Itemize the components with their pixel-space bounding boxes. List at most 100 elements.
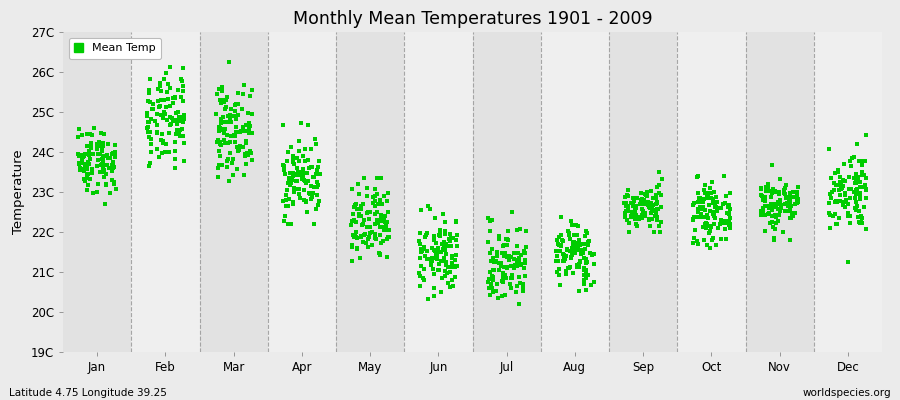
Mean Temp bbox=[516, 288, 530, 294]
Mean Temp bbox=[691, 190, 706, 196]
Mean Temp bbox=[417, 277, 431, 283]
Mean Temp bbox=[854, 214, 868, 221]
Mean Temp bbox=[693, 210, 707, 217]
Mean Temp bbox=[236, 144, 250, 151]
Mean Temp bbox=[76, 154, 91, 160]
Mean Temp bbox=[346, 234, 361, 240]
Mean Temp bbox=[104, 151, 119, 158]
Mean Temp bbox=[580, 259, 595, 265]
Mean Temp bbox=[768, 188, 782, 194]
Mean Temp bbox=[163, 121, 177, 128]
Mean Temp bbox=[292, 158, 306, 164]
Mean Temp bbox=[571, 246, 585, 253]
Mean Temp bbox=[449, 218, 464, 224]
Mean Temp bbox=[420, 203, 435, 209]
Mean Temp bbox=[642, 217, 656, 223]
Mean Temp bbox=[642, 204, 656, 210]
Mean Temp bbox=[643, 216, 657, 222]
Mean Temp bbox=[767, 237, 781, 243]
Mean Temp bbox=[170, 108, 184, 115]
Mean Temp bbox=[761, 188, 776, 194]
Mean Temp bbox=[366, 194, 381, 200]
Mean Temp bbox=[80, 166, 94, 173]
Mean Temp bbox=[437, 245, 452, 252]
Mean Temp bbox=[173, 126, 187, 133]
Mean Temp bbox=[773, 197, 788, 203]
Mean Temp bbox=[96, 169, 111, 175]
Mean Temp bbox=[160, 89, 175, 96]
Mean Temp bbox=[382, 234, 396, 240]
Mean Temp bbox=[163, 114, 177, 120]
Mean Temp bbox=[221, 113, 236, 120]
Mean Temp bbox=[437, 238, 452, 245]
Mean Temp bbox=[500, 227, 515, 234]
Mean Temp bbox=[231, 90, 246, 96]
Mean Temp bbox=[859, 195, 873, 202]
Mean Temp bbox=[377, 217, 392, 223]
Mean Temp bbox=[106, 162, 121, 169]
Mean Temp bbox=[497, 242, 511, 248]
Mean Temp bbox=[142, 163, 157, 169]
Mean Temp bbox=[504, 253, 518, 260]
Mean Temp bbox=[107, 180, 122, 187]
Title: Monthly Mean Temperatures 1901 - 2009: Monthly Mean Temperatures 1901 - 2009 bbox=[292, 10, 652, 28]
Mean Temp bbox=[419, 248, 434, 254]
Mean Temp bbox=[620, 204, 634, 210]
Mean Temp bbox=[824, 188, 839, 195]
Mean Temp bbox=[754, 185, 769, 192]
Mean Temp bbox=[368, 221, 382, 227]
Mean Temp bbox=[370, 219, 384, 226]
Mean Temp bbox=[754, 208, 769, 214]
Mean Temp bbox=[482, 268, 497, 275]
Mean Temp bbox=[240, 152, 255, 158]
Bar bbox=[472, 32, 541, 352]
Mean Temp bbox=[347, 217, 362, 223]
Mean Temp bbox=[829, 220, 843, 227]
Mean Temp bbox=[151, 86, 166, 92]
Mean Temp bbox=[299, 178, 313, 185]
Mean Temp bbox=[238, 140, 253, 146]
Mean Temp bbox=[379, 223, 393, 230]
Mean Temp bbox=[505, 275, 519, 281]
Mean Temp bbox=[109, 186, 123, 192]
Mean Temp bbox=[760, 181, 775, 187]
Mean Temp bbox=[847, 188, 861, 195]
Mean Temp bbox=[761, 210, 776, 216]
Mean Temp bbox=[297, 187, 311, 193]
Mean Temp bbox=[837, 161, 851, 168]
Mean Temp bbox=[498, 272, 512, 278]
Mean Temp bbox=[364, 209, 378, 215]
Mean Temp bbox=[377, 226, 392, 233]
Mean Temp bbox=[428, 246, 442, 253]
Mean Temp bbox=[176, 64, 190, 71]
Mean Temp bbox=[621, 187, 635, 193]
Mean Temp bbox=[71, 134, 86, 140]
Mean Temp bbox=[84, 155, 98, 162]
Mean Temp bbox=[642, 204, 656, 210]
Mean Temp bbox=[490, 253, 504, 259]
Mean Temp bbox=[310, 182, 325, 188]
Mean Temp bbox=[75, 132, 89, 138]
Mean Temp bbox=[444, 234, 458, 241]
Mean Temp bbox=[95, 165, 110, 171]
Mean Temp bbox=[765, 219, 779, 226]
Mean Temp bbox=[501, 257, 516, 264]
Mean Temp bbox=[582, 249, 597, 256]
Mean Temp bbox=[289, 172, 303, 178]
Mean Temp bbox=[213, 153, 228, 159]
Mean Temp bbox=[167, 139, 182, 145]
Mean Temp bbox=[552, 234, 566, 240]
Mean Temp bbox=[349, 229, 364, 235]
Mean Temp bbox=[562, 230, 577, 236]
Mean Temp bbox=[86, 190, 100, 196]
Mean Temp bbox=[643, 216, 657, 222]
Mean Temp bbox=[356, 239, 371, 245]
Mean Temp bbox=[835, 184, 850, 190]
Mean Temp bbox=[374, 218, 388, 224]
Mean Temp bbox=[550, 253, 564, 260]
Mean Temp bbox=[759, 184, 773, 190]
Mean Temp bbox=[690, 209, 705, 215]
Mean Temp bbox=[414, 246, 428, 252]
Mean Temp bbox=[691, 214, 706, 220]
Mean Temp bbox=[765, 190, 779, 197]
